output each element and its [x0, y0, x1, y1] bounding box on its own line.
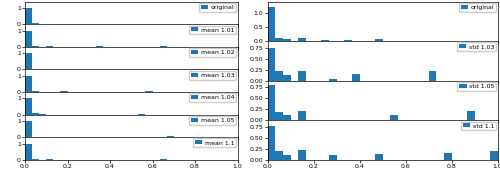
Bar — [275, 71, 283, 81]
Bar — [283, 155, 290, 160]
Bar — [32, 114, 39, 115]
Bar — [490, 151, 498, 160]
Bar — [138, 114, 145, 115]
Bar — [298, 38, 306, 41]
Bar — [32, 91, 39, 92]
Bar — [25, 8, 32, 24]
Bar — [321, 40, 329, 41]
Bar — [25, 31, 32, 47]
Bar — [96, 46, 103, 47]
Bar — [268, 7, 275, 41]
Bar — [166, 69, 174, 70]
Bar — [329, 155, 336, 160]
Bar — [54, 69, 60, 70]
Bar — [25, 144, 32, 160]
Bar — [146, 91, 152, 92]
Legend: mean 1.04: mean 1.04 — [189, 93, 236, 102]
Bar — [283, 115, 290, 120]
Bar — [467, 112, 474, 120]
Bar — [32, 69, 39, 70]
Bar — [352, 74, 360, 81]
Bar — [283, 75, 290, 81]
Bar — [298, 150, 306, 160]
Bar — [46, 46, 54, 47]
Legend: std 1.03: std 1.03 — [457, 42, 496, 51]
Bar — [160, 159, 166, 160]
Bar — [275, 151, 283, 160]
Legend: mean 1.02: mean 1.02 — [189, 48, 236, 57]
Legend: std 1.05: std 1.05 — [457, 82, 496, 91]
Bar — [25, 53, 32, 70]
Bar — [344, 40, 352, 41]
Legend: std 1.1: std 1.1 — [461, 122, 496, 130]
Bar — [32, 46, 39, 47]
Legend: mean 1.03: mean 1.03 — [189, 71, 236, 80]
Bar — [39, 69, 46, 70]
Bar — [275, 112, 283, 120]
Bar — [25, 121, 32, 137]
Bar — [390, 115, 398, 120]
Bar — [25, 98, 32, 115]
Bar — [160, 46, 166, 47]
Bar — [298, 111, 306, 120]
Bar — [268, 85, 275, 120]
Bar — [375, 154, 382, 160]
Bar — [275, 38, 283, 41]
Bar — [283, 39, 290, 41]
Bar — [329, 79, 336, 81]
Legend: mean 1.01: mean 1.01 — [189, 26, 236, 35]
Bar — [428, 71, 436, 81]
Bar — [32, 159, 39, 160]
Bar — [46, 159, 54, 160]
Legend: mean 1.1: mean 1.1 — [193, 138, 236, 147]
Bar — [25, 76, 32, 92]
Bar — [444, 153, 452, 160]
Legend: original: original — [199, 3, 236, 12]
Bar — [39, 114, 46, 115]
Bar — [298, 71, 306, 81]
Bar — [375, 39, 382, 41]
Legend: original: original — [459, 3, 496, 12]
Bar — [268, 125, 275, 160]
Bar — [60, 91, 68, 92]
Bar — [268, 48, 275, 81]
Bar — [32, 23, 39, 24]
Legend: mean 1.05: mean 1.05 — [189, 116, 236, 125]
Bar — [124, 69, 131, 70]
Bar — [166, 136, 174, 137]
